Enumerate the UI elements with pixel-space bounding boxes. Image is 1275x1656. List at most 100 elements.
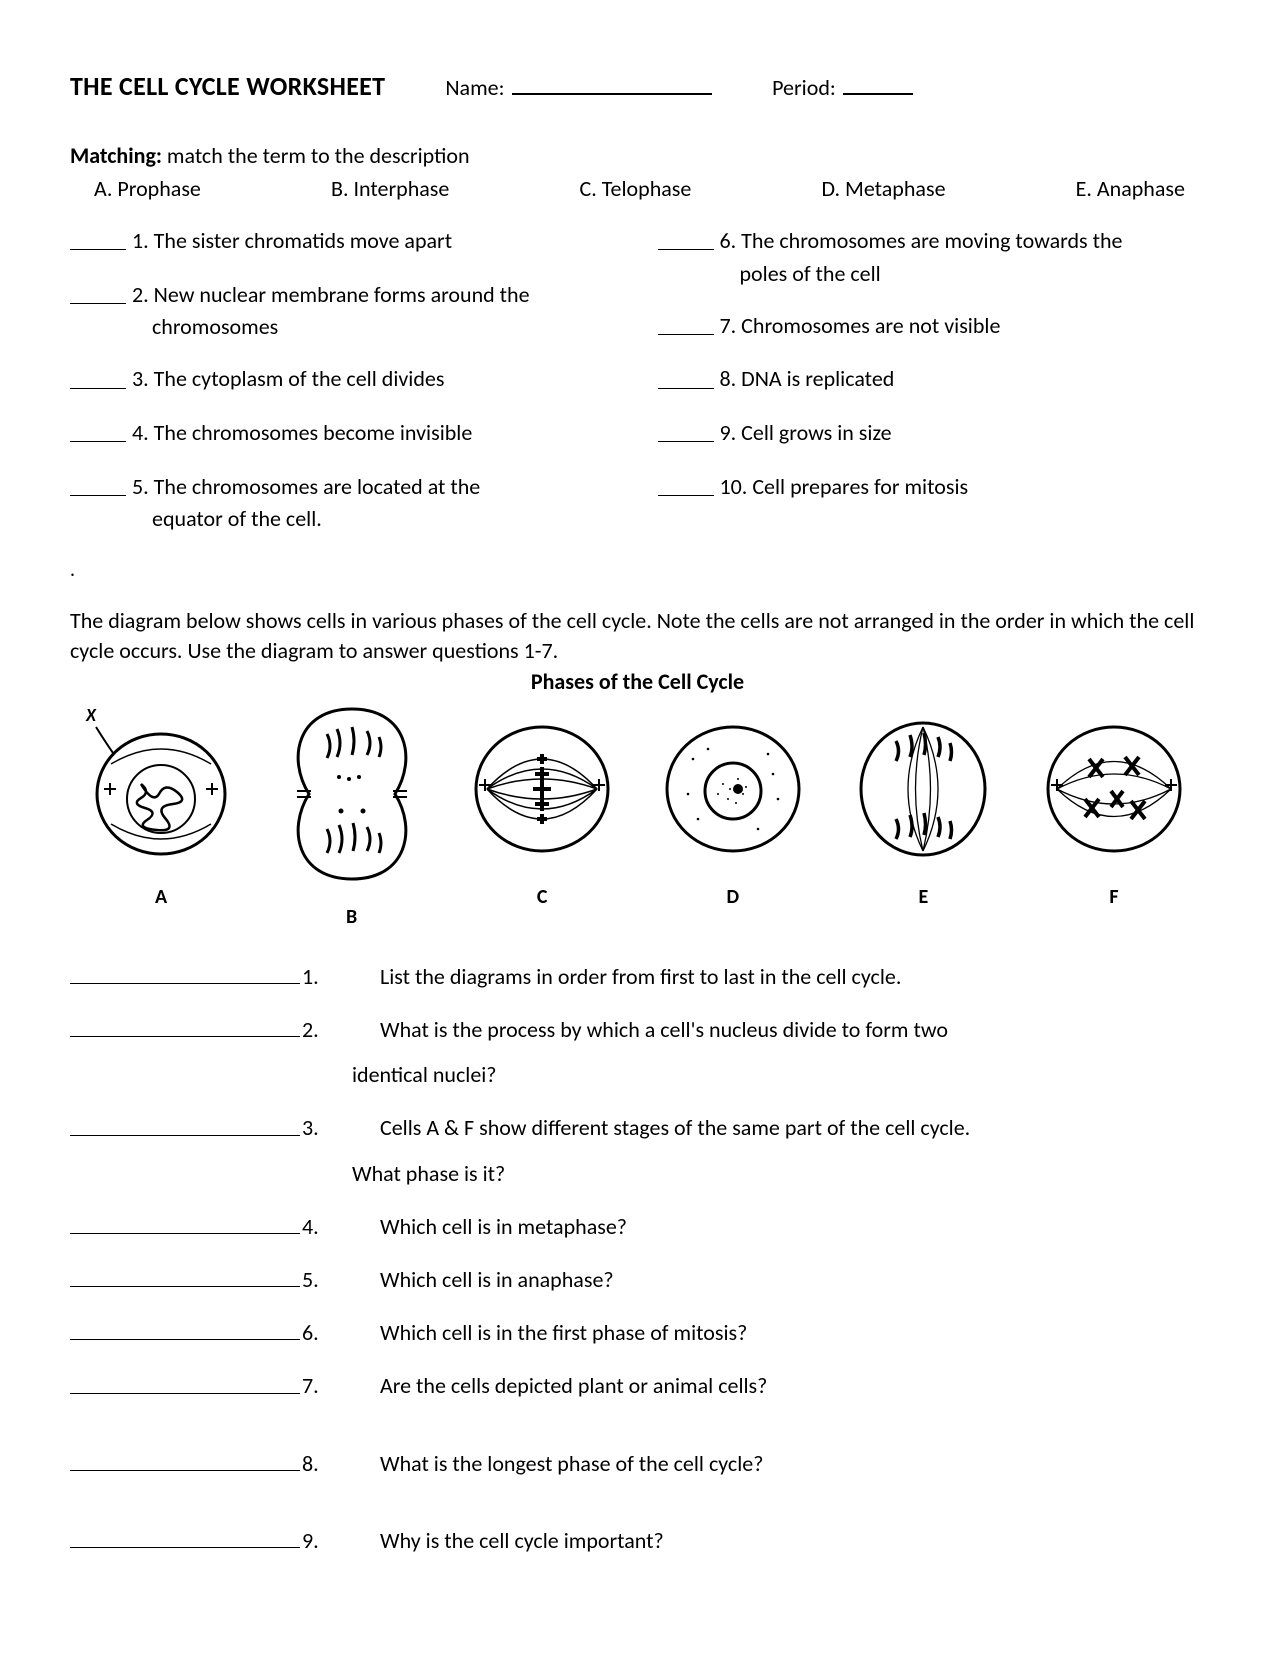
period-label: Period:: [772, 74, 836, 101]
cell-label-c: C: [537, 885, 548, 909]
question-row: 3.Cells A & F show different stages of t…: [70, 1110, 1205, 1145]
option-c: C. Telophase: [580, 175, 692, 202]
question-text: What is the process by which a cell's nu…: [350, 1012, 1205, 1047]
answer-blank-long[interactable]: [70, 1523, 300, 1548]
question-number: 7.: [300, 1368, 350, 1403]
question-row: 9.Why is the cell cycle important?: [70, 1523, 1205, 1558]
match-text: 5. The chromosomes are located at the: [132, 472, 480, 502]
question-row: 8.What is the longest phase of the cell …: [70, 1446, 1205, 1481]
option-b: B. Interphase: [331, 175, 449, 202]
page-title: THE CELL CYCLE WORKSHEET: [70, 70, 385, 102]
name-blank-line[interactable]: [512, 93, 712, 95]
match-text-cont: chromosomes: [152, 313, 618, 340]
match-text-cont: poles of the cell: [740, 260, 1206, 287]
match-text-cont: equator of the cell.: [152, 505, 618, 532]
answer-blank[interactable]: [70, 472, 126, 496]
answer-blank-long[interactable]: [70, 1012, 300, 1037]
match-text: 1. The sister chromatids move apart: [132, 226, 452, 256]
match-item: 9. Cell grows in size: [658, 418, 1206, 448]
question-text: Cells A & F show different stages of the…: [350, 1110, 1205, 1145]
answer-blank[interactable]: [70, 226, 126, 250]
matching-right-col: 6. The chromosomes are moving towards th…: [658, 226, 1206, 556]
answer-blank[interactable]: [70, 418, 126, 442]
answer-blank-long[interactable]: [70, 1110, 300, 1135]
period-blank-line[interactable]: [843, 93, 913, 95]
match-item: 6. The chromosomes are moving towards th…: [658, 226, 1206, 256]
question-row: 5.Which cell is in anaphase?: [70, 1262, 1205, 1297]
match-item: 4. The chromosomes become invisible: [70, 418, 618, 448]
match-item: 7. Chromosomes are not visible: [658, 311, 1206, 341]
header-row: THE CELL CYCLE WORKSHEET Name: Period:: [70, 70, 1205, 102]
question-text-cont: What phase is it?: [340, 1156, 1205, 1191]
question-row: 2.What is the process by which a cell's …: [70, 1012, 1205, 1047]
stray-dot: .: [70, 558, 1205, 582]
question-text: List the diagrams in order from first to…: [350, 959, 1205, 994]
answer-blank[interactable]: [658, 418, 714, 442]
question-text: Which cell is in anaphase?: [350, 1262, 1205, 1297]
diagram-instruction: The diagram below shows cells in various…: [70, 606, 1205, 665]
answer-blank-long[interactable]: [70, 959, 300, 984]
answer-blank-long[interactable]: [70, 1315, 300, 1340]
match-item: 3. The cytoplasm of the cell divides: [70, 364, 618, 394]
match-text: 2. New nuclear membrane forms around the: [132, 280, 530, 310]
match-text: 3. The cytoplasm of the cell divides: [132, 364, 444, 394]
option-d: D. Metaphase: [821, 175, 945, 202]
answer-blank[interactable]: [658, 364, 714, 388]
match-text: 4. The chromosomes become invisible: [132, 418, 472, 448]
question-number: 4.: [300, 1209, 350, 1244]
match-text: 9. Cell grows in size: [720, 418, 892, 448]
match-item: 2. New nuclear membrane forms around the: [70, 280, 618, 310]
match-text: 8. DNA is replicated: [720, 364, 895, 394]
question-text: Are the cells depicted plant or animal c…: [350, 1368, 1205, 1403]
question-number: 3.: [300, 1110, 350, 1145]
cell-figure-d: D: [648, 699, 818, 909]
question-row: 1.List the diagrams in order from first …: [70, 959, 1205, 994]
question-text: Which cell is in metaphase?: [350, 1209, 1205, 1244]
question-number: 9.: [300, 1523, 350, 1558]
diagram-row: X A: [70, 699, 1205, 929]
cell-figure-e: E: [838, 699, 1008, 909]
name-field: Name:: [445, 74, 712, 101]
question-row: 4.Which cell is in metaphase?: [70, 1209, 1205, 1244]
matching-left-col: 1. The sister chromatids move apart 2. N…: [70, 226, 618, 556]
match-item: 5. The chromosomes are located at the: [70, 472, 618, 502]
cell-figure-c: C: [457, 699, 627, 909]
answer-blank-long[interactable]: [70, 1209, 300, 1234]
matching-columns: 1. The sister chromatids move apart 2. N…: [70, 226, 1205, 556]
answer-blank-long[interactable]: [70, 1368, 300, 1393]
question-text: Why is the cell cycle important?: [350, 1523, 1205, 1558]
cell-figure-b: B: [267, 699, 437, 929]
question-text: Which cell is in the first phase of mito…: [350, 1315, 1205, 1350]
question-row: 7.Are the cells depicted plant or animal…: [70, 1368, 1205, 1403]
match-item: 8. DNA is replicated: [658, 364, 1206, 394]
question-number: 5.: [300, 1262, 350, 1297]
answer-blank[interactable]: [658, 226, 714, 250]
match-text: 6. The chromosomes are moving towards th…: [720, 226, 1123, 256]
match-text: 10. Cell prepares for mitosis: [720, 472, 969, 502]
question-text-cont: identical nuclei?: [340, 1057, 1205, 1092]
answer-blank[interactable]: [658, 311, 714, 335]
cell-figure-f: F: [1029, 699, 1199, 909]
matching-heading-bold: Matching:: [70, 142, 162, 169]
question-number: 2.: [300, 1012, 350, 1047]
cell-label-e: E: [918, 885, 928, 909]
answer-blank-long[interactable]: [70, 1262, 300, 1287]
answer-blank[interactable]: [70, 280, 126, 304]
question-number: 1.: [300, 959, 350, 994]
question-text: What is the longest phase of the cell cy…: [350, 1446, 1205, 1481]
option-a: A. Prophase: [94, 175, 201, 202]
answer-blank[interactable]: [70, 364, 126, 388]
question-number: 6.: [300, 1315, 350, 1350]
cell-label-f: F: [1109, 885, 1118, 909]
worksheet-page: THE CELL CYCLE WORKSHEET Name: Period: M…: [0, 0, 1275, 1656]
question-row: 6.Which cell is in the first phase of mi…: [70, 1315, 1205, 1350]
x-pointer-label: X: [85, 704, 97, 726]
answer-blank[interactable]: [658, 472, 714, 496]
cell-figure-a: X A: [76, 699, 246, 909]
cell-label-d: D: [726, 885, 739, 909]
matching-options-row: A. Prophase B. Interphase C. Telophase D…: [94, 175, 1205, 202]
answer-blank-long[interactable]: [70, 1446, 300, 1471]
cell-label-b: B: [346, 905, 357, 929]
period-field: Period:: [772, 74, 913, 101]
match-text: 7. Chromosomes are not visible: [720, 311, 1001, 341]
